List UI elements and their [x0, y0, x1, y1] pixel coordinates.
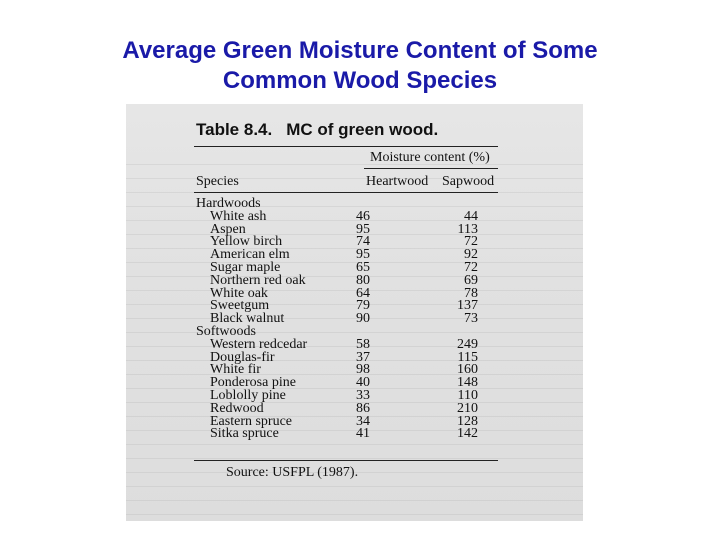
heartwood-value: 98: [356, 362, 370, 378]
sapwood-value: 249: [457, 336, 478, 352]
bleed-through-line: [126, 234, 583, 235]
header-rule: [194, 192, 498, 193]
species-name: Sweetgum: [210, 298, 270, 314]
heartwood-value: 95: [356, 221, 370, 237]
heartwood-value: 64: [356, 285, 370, 301]
table-source: Source: USFPL (1987).: [226, 465, 359, 480]
heartwood-value: 80: [356, 272, 370, 288]
bleed-through-line: [126, 164, 583, 165]
heartwood-value: 74: [356, 234, 370, 250]
species-name: Western redcedar: [210, 336, 308, 352]
slide-title: Average Green Moisture Content of Some C…: [0, 36, 720, 96]
species-name: Aspen: [210, 221, 246, 237]
bleed-through-line: [126, 220, 583, 221]
bleed-through-line: [126, 402, 583, 403]
species-name: White ash: [210, 208, 267, 224]
species-name: Sugar maple: [210, 260, 281, 275]
bleed-through-line: [126, 430, 583, 431]
heartwood-value: 33: [356, 388, 370, 403]
sapwood-value: 128: [457, 413, 478, 429]
bleed-through-line: [126, 304, 583, 305]
bleed-through-line: [126, 262, 583, 263]
bleed-through-line: [126, 416, 583, 417]
sapwood-value: 113: [457, 221, 478, 237]
bleed-through-line: [126, 346, 583, 347]
heartwood-value: 90: [356, 311, 370, 327]
species-name: Sitka spruce: [210, 426, 279, 442]
sapwood-value: 92: [464, 247, 478, 263]
sapwood-header: Sapwood: [442, 174, 495, 189]
bleed-through-line: [126, 248, 583, 249]
species-name: American elm: [210, 247, 290, 263]
bleed-through-line: [126, 374, 583, 375]
slide-title-line-2: Common Wood Species: [222, 67, 498, 94]
slide-title-line-1: Average Green Moisture Content of Some: [122, 37, 598, 64]
hardwoods-group-label: Hardwoods: [196, 196, 261, 211]
heartwood-value: 40: [356, 375, 370, 391]
sapwood-value: 210: [457, 400, 478, 416]
heartwood-value: 58: [356, 336, 370, 352]
heartwood-header: Heartwood: [366, 174, 429, 189]
heartwood-value: 37: [356, 349, 370, 365]
sapwood-value: 142: [457, 426, 478, 442]
species-name: White fir: [210, 362, 261, 378]
species-name: White oak: [210, 285, 268, 301]
bleed-through-line: [126, 206, 583, 207]
species-name: Black walnut: [210, 311, 285, 327]
softwoods-group-label: Softwoods: [196, 324, 256, 339]
bleed-through-line: [126, 388, 583, 389]
species-name: Eastern spruce: [210, 413, 293, 429]
sapwood-value: 72: [464, 260, 478, 275]
species-name: Yellow birch: [210, 234, 283, 250]
bleed-through-line: [126, 472, 583, 473]
sapwood-value: 72: [464, 234, 478, 250]
heartwood-value: 41: [356, 426, 370, 442]
bleed-through-line: [126, 318, 583, 319]
bleed-through-line: [126, 360, 583, 361]
species-name: Douglas-fir: [210, 349, 275, 365]
scanned-table-image: Table 8.4. MC of green wood. Moisture con…: [126, 104, 583, 521]
bleed-through-line: [126, 486, 583, 487]
heartwood-value: 34: [356, 413, 370, 429]
species-header: Species: [196, 174, 239, 189]
species-name: Loblolly pine: [210, 388, 286, 403]
sapwood-value: 160: [457, 362, 478, 378]
bleed-through-line: [126, 276, 583, 277]
sapwood-value: 78: [464, 285, 478, 301]
heartwood-value: 79: [356, 298, 370, 314]
heartwood-value: 95: [356, 247, 370, 263]
heartwood-value: 65: [356, 260, 370, 275]
table-caption-text: MC of green wood.: [286, 120, 439, 139]
sapwood-value: 115: [457, 349, 478, 365]
bleed-through-line: [126, 290, 583, 291]
bleed-through-line: [126, 178, 583, 179]
sapwood-value: 137: [457, 298, 478, 314]
bleed-through-line: [126, 500, 583, 501]
sapwood-value: 73: [464, 311, 478, 327]
table-caption: Table 8.4. MC of green wood.: [196, 120, 438, 140]
sapwood-value: 44: [464, 208, 478, 224]
group-header-rule: [364, 168, 498, 169]
bleed-through-line: [126, 332, 583, 333]
sapwood-value: 69: [464, 272, 478, 288]
heartwood-value: 46: [356, 208, 370, 224]
species-name: Redwood: [210, 400, 264, 416]
moisture-content-header: Moisture content (%): [370, 150, 490, 165]
bottom-rule: [194, 460, 498, 461]
species-name: Ponderosa pine: [210, 375, 296, 391]
sapwood-value: 148: [457, 375, 478, 391]
sapwood-value: 110: [457, 388, 478, 403]
heartwood-value: 86: [356, 400, 370, 416]
table-number: Table 8.4.: [196, 120, 273, 139]
bleed-through-line: [126, 444, 583, 445]
top-rule: [194, 146, 498, 147]
bleed-through-line: [126, 514, 583, 515]
species-name: Northern red oak: [210, 272, 306, 288]
bleed-through-line: [126, 458, 583, 459]
